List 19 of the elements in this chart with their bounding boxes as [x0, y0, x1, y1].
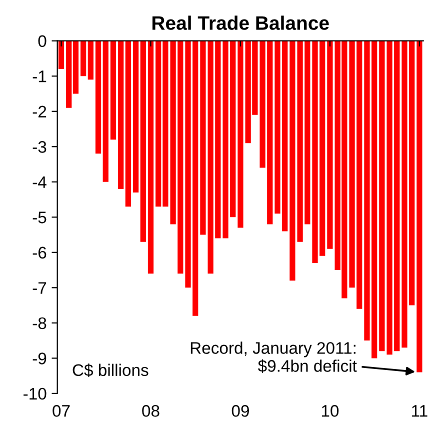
x-tick-label: 07 — [52, 405, 70, 417]
x-tick-label: 08 — [142, 405, 160, 417]
y-tick-label: -8 — [32, 317, 46, 330]
y-tick-label: -2 — [32, 106, 46, 118]
y-tick-label: -4 — [32, 176, 46, 188]
y-tick-label: -6 — [32, 246, 46, 259]
y-tick-label: -9 — [32, 352, 46, 364]
x-tick-label: 10 — [322, 405, 339, 417]
y-tick-label: 0 — [38, 35, 46, 48]
annotation: C$ billions — [72, 364, 148, 378]
chart-title: Real Trade Balance — [152, 16, 329, 30]
y-tick-label: -7 — [32, 282, 46, 294]
annotation: Record, January 2011: $9.4bn deficit — [190, 342, 357, 373]
y-tick-label: -3 — [32, 141, 46, 153]
x-tick-label: 11 — [412, 405, 428, 417]
y-tick-label: -10 — [24, 388, 46, 400]
y-tick-label: -5 — [32, 212, 46, 224]
x-tick-label: 09 — [232, 405, 249, 417]
y-tick-label: -1 — [32, 70, 46, 82]
